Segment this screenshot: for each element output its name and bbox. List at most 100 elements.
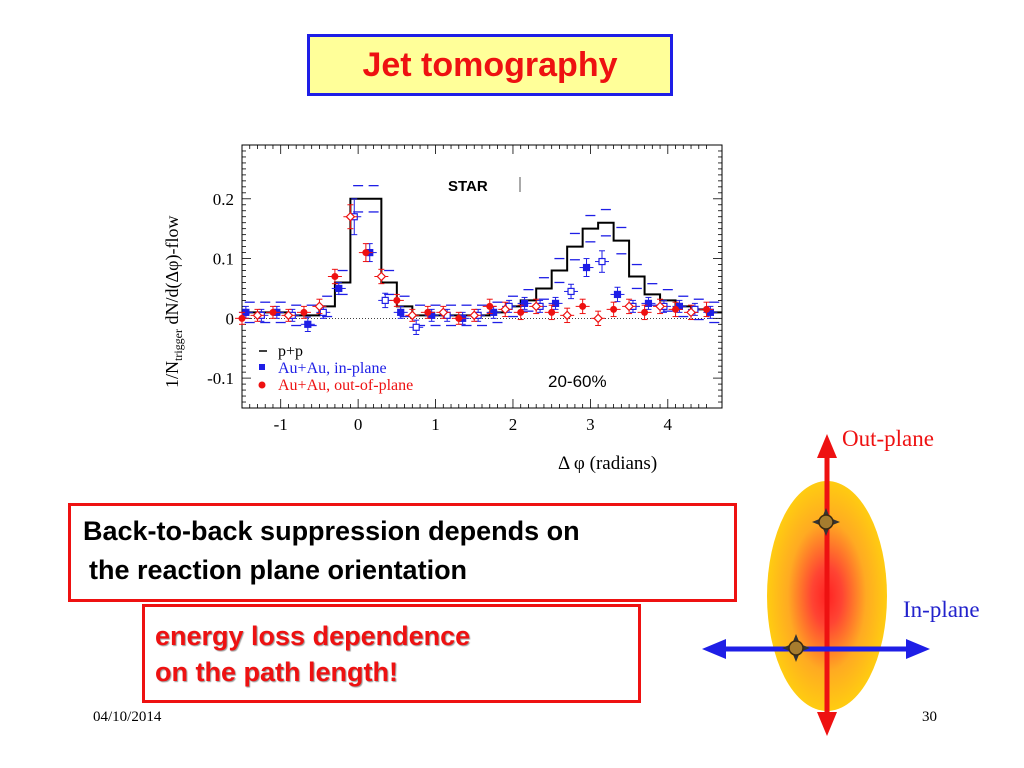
pp-error-bar [384,269,395,296]
out-plane-point [668,301,683,318]
correlation-chart: -1 0 1 2 3 4 -0.1 0 0.1 0.2 STAR 20-60% p+p Au+Au… [162,144,723,474]
in-plane-point [331,281,346,295]
pp-error-bar [585,214,596,243]
pp-error-bar [430,304,441,327]
out-plane-point [591,310,606,327]
reaction-plane-diagram: Out-plane In-plane [702,426,980,736]
in-plane-point [517,296,532,310]
right-arrowhead [906,639,930,659]
out-plane-point [544,304,559,321]
pp-error-bar [693,298,704,321]
pp-error-bar [616,226,627,255]
in-plane-point [486,305,501,319]
pp-error-bar [244,301,255,324]
y-tick-label: 0.2 [213,190,234,209]
centrality-label: 20-60% [548,372,607,391]
pp-error-bar [631,263,642,290]
in-plane-point [610,286,625,303]
out-plane-point [606,301,621,318]
conclusion-line-1: energy loss dependence [155,621,471,651]
out-plane-point [265,305,280,319]
out-plane-point [327,268,342,285]
out-plane-point [529,298,544,315]
pp-error-bar [554,257,565,284]
statement-line-1: Back-to-back suppression depends on [83,516,580,546]
x-tick-label: 1 [431,415,440,434]
y-tick-label: 0.1 [213,250,234,269]
pp-error-bar [600,208,611,237]
out-plane-point [560,307,575,324]
out-plane-point [358,243,373,263]
slide-title: Jet tomography [362,45,618,84]
pp-error-bar [275,301,286,324]
in-plane-point [424,308,439,322]
out-plane-point [699,301,714,318]
slide-date: 04/10/2014 [93,709,162,725]
out-plane-point [653,298,668,315]
in-plane-point [393,305,408,319]
conclusion-line-2: on the path length! [155,657,398,687]
pp-error-bar [461,304,472,327]
in-plane-point [300,316,315,332]
out-plane-point [296,305,311,319]
jet-vertex-lower-icon [782,634,810,662]
out-plane-point [235,311,249,325]
out-plane-point [281,308,296,322]
statement-line-2: the reaction plane orientation [89,555,468,585]
in-plane-point [564,283,579,300]
pp-error-bar [523,288,534,312]
statement-box: Back-to-back suppression depends on the … [68,503,737,602]
legend-label-pp: p+p [278,343,303,360]
out-plane-point [343,204,358,230]
pp-error-bar [538,277,549,300]
in-plane-point [641,296,656,310]
pp-error-bar [507,295,518,318]
slide-number: 30 [922,709,937,725]
jet-vertex-upper-icon [812,508,840,536]
x-axis-title: Δ φ (radians) [558,453,657,474]
y-tick-label: -0.1 [207,369,234,388]
out-plane-point [684,304,699,321]
y-tick-label: 0 [226,309,235,328]
x-tick-label: 0 [354,415,363,434]
out-plane-point [405,308,420,322]
in-plane-label: In-plane [903,597,980,622]
x-tick-label: 2 [509,415,518,434]
pp-error-bar [569,232,580,261]
in-plane-point [548,296,563,310]
pp-error-bar [353,184,364,213]
out-plane-point [436,305,451,319]
legend-label-out-plane: Au+Au, out-of-plane [278,377,413,394]
out-plane-point [420,305,435,319]
legend-marker-out-plane [258,381,266,389]
out-plane-point [250,308,265,322]
out-plane-point [374,268,389,285]
out-plane-point [637,304,652,321]
pp-error-bar [291,304,302,327]
legend-label-in-plane: Au+Au, in-plane [278,360,387,377]
pp-error-bar [662,288,673,312]
out-plane-point [467,308,482,322]
experiment-label: STAR [448,178,488,195]
legend-marker-in-plane [259,364,265,370]
x-tick-label: 4 [664,415,673,434]
up-arrowhead [817,434,837,458]
out-plane-point [513,304,528,321]
out-plane-point [482,298,497,315]
pp-error-bar [260,301,271,324]
x-tick-label: 3 [586,415,595,434]
out-plane-point [312,298,327,315]
pp-error-bar [446,304,457,327]
in-plane-point [579,258,594,277]
down-arrowhead [817,712,837,736]
x-tick-label: -1 [274,415,288,434]
out-plane-point [389,293,404,307]
in-plane-point [409,319,424,335]
left-arrowhead [702,639,726,659]
pp-error-bar [477,304,487,327]
conclusion-box: energy loss dependence on the path lengt… [142,604,641,703]
pp-error-bar [322,295,333,318]
slide-title-box: Jet tomography [307,34,673,96]
y-axis-title: 1/Ntrigger dN/d(Δφ)-flow [162,216,185,388]
out-plane-point [498,301,513,318]
